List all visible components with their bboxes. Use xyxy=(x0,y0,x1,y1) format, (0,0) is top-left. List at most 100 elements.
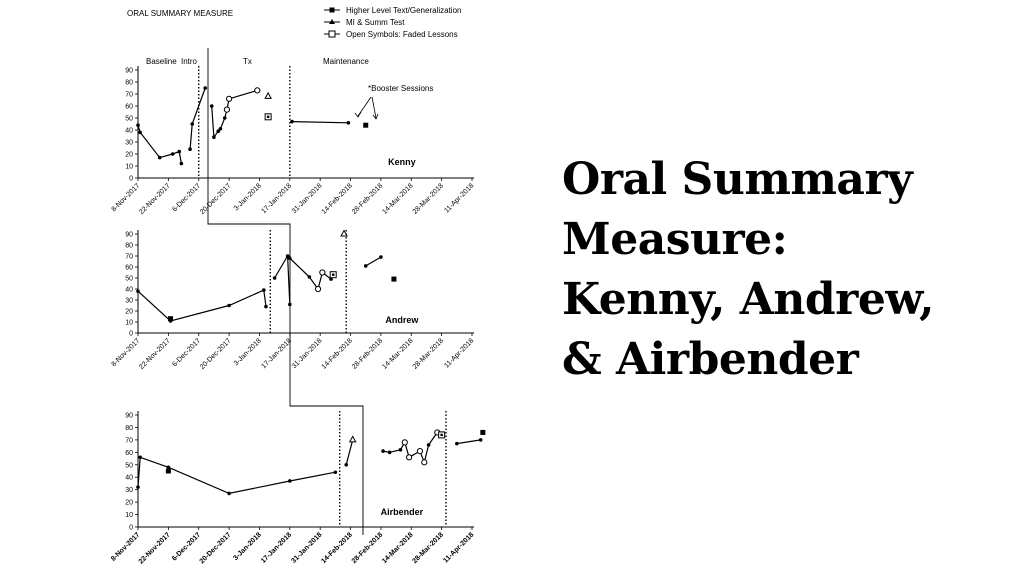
data-point xyxy=(478,438,483,442)
x-tick-label: 28-Mar-2018 xyxy=(412,337,445,370)
data-series-line xyxy=(382,431,442,465)
data-point xyxy=(190,122,195,126)
x-tick-label: 14-Feb-2018 xyxy=(320,531,354,565)
open-circle-marker xyxy=(421,459,428,466)
triangle-marker xyxy=(264,91,272,99)
x-tick-label: 3-Jan-2018 xyxy=(233,337,263,367)
x-tick-label: 11-Apr-2018 xyxy=(443,337,475,369)
data-point xyxy=(307,275,312,279)
triangle-marker xyxy=(348,435,357,443)
data-point xyxy=(138,455,142,460)
title-line: Measure: xyxy=(562,214,788,265)
data-point xyxy=(203,86,208,90)
participant-label: Andrew xyxy=(385,315,419,325)
data-series-line xyxy=(289,257,334,291)
y-tick-label: 70 xyxy=(125,437,133,444)
data-point xyxy=(209,104,214,108)
title-line: & Airbender xyxy=(562,334,859,385)
data-point xyxy=(227,491,231,496)
x-tick-label: 22-Nov-2017 xyxy=(138,531,172,565)
phase-change-staircase xyxy=(207,48,364,535)
data-point xyxy=(346,121,351,125)
x-tick-label: 8-Nov-2017 xyxy=(111,182,142,213)
data-point xyxy=(333,470,338,475)
multiple-baseline-chart: ORAL SUMMARY MEASURE Higher Level Text/Ge… xyxy=(110,6,486,566)
data-point xyxy=(363,264,368,268)
y-tick-label: 40 xyxy=(125,128,133,135)
y-tick-label: 80 xyxy=(125,243,133,250)
data-point xyxy=(227,303,231,308)
participant-label: Airbender xyxy=(381,507,424,517)
slide-title: Oral Summary Measure: Kenny, Andrew, & A… xyxy=(562,150,1002,390)
legend-square-marker xyxy=(329,7,335,13)
x-tick-label: 3-Jan-2018 xyxy=(232,531,263,562)
square-marker xyxy=(165,468,171,474)
legend-triangle-marker xyxy=(329,19,335,24)
y-tick-label: 90 xyxy=(125,232,133,239)
data-point xyxy=(288,302,292,307)
x-tick-label: 28-Feb-2018 xyxy=(351,182,384,215)
data-point xyxy=(288,256,292,261)
y-tick-label: 10 xyxy=(125,320,133,327)
y-tick-label: 70 xyxy=(125,92,133,99)
x-tick-label: 17-Jan-2018 xyxy=(260,531,293,564)
y-tick-label: 0 xyxy=(129,525,133,532)
data-series-line xyxy=(365,256,382,267)
data-series-line xyxy=(291,121,349,124)
legend-label: Higher Level Text/Generalization xyxy=(346,6,461,15)
chart-title: ORAL SUMMARY MEASURE xyxy=(127,9,233,18)
x-tick-label: 14-Mar-2018 xyxy=(381,337,414,370)
open-square-center xyxy=(440,433,443,437)
data-point xyxy=(344,462,349,467)
x-tick-label: 20-Dec-2017 xyxy=(199,531,233,565)
data-series-line xyxy=(137,456,336,495)
data-point xyxy=(136,289,140,294)
y-tick-label: 30 xyxy=(125,140,133,147)
x-tick-label: 8-Nov-2017 xyxy=(110,531,141,562)
data-series-line xyxy=(189,87,206,150)
data-point xyxy=(426,443,431,447)
x-tick-label: 11-Apr-2018 xyxy=(442,531,475,564)
data-point xyxy=(398,448,403,452)
data-point xyxy=(272,276,277,280)
data-point xyxy=(170,152,175,156)
data-point xyxy=(290,119,294,124)
data-point xyxy=(261,288,266,292)
data-series-line xyxy=(274,253,291,305)
x-tick-label: 31-Jan-2018 xyxy=(291,182,324,215)
data-point xyxy=(136,123,140,127)
triangle-marker xyxy=(340,229,348,237)
x-tick-label: 14-Feb-2018 xyxy=(321,337,354,370)
data-series-line xyxy=(137,289,267,322)
y-tick-label: 20 xyxy=(125,309,133,316)
y-tick-label: 0 xyxy=(129,331,133,338)
data-point xyxy=(455,441,459,446)
data-point xyxy=(264,304,268,309)
x-tick-label: 6-Dec-2017 xyxy=(171,531,202,562)
x-tick-label: 14-Feb-2018 xyxy=(321,182,354,215)
x-tick-label: 14-Mar-2018 xyxy=(381,182,414,215)
legend-label: MI & Summ Test xyxy=(346,18,405,27)
open-square-center xyxy=(266,115,270,118)
open-circle-marker xyxy=(406,454,413,461)
y-tick-label: 30 xyxy=(125,487,133,494)
phase-label: Maintenance xyxy=(323,57,369,66)
x-tick-label: 17-Jan-2018 xyxy=(260,182,293,215)
y-tick-label: 60 xyxy=(125,104,133,111)
y-tick-label: 10 xyxy=(125,164,133,171)
phase-label: Baseline xyxy=(146,57,177,66)
title-line: Oral Summary xyxy=(562,154,913,205)
data-point xyxy=(379,255,383,259)
data-point xyxy=(138,130,142,135)
x-tick-label: 28-Feb-2018 xyxy=(351,531,385,565)
x-tick-label: 6-Dec-2017 xyxy=(171,182,202,213)
data-point xyxy=(166,465,171,470)
square-marker xyxy=(168,316,174,322)
square-marker xyxy=(480,429,486,435)
x-tick-label: 31-Jan-2018 xyxy=(291,337,324,370)
y-tick-label: 60 xyxy=(125,450,133,457)
x-tick-label: 28-Mar-2018 xyxy=(412,182,445,215)
square-marker xyxy=(363,122,369,128)
y-tick-label: 50 xyxy=(125,276,133,283)
data-series-line xyxy=(345,439,354,465)
